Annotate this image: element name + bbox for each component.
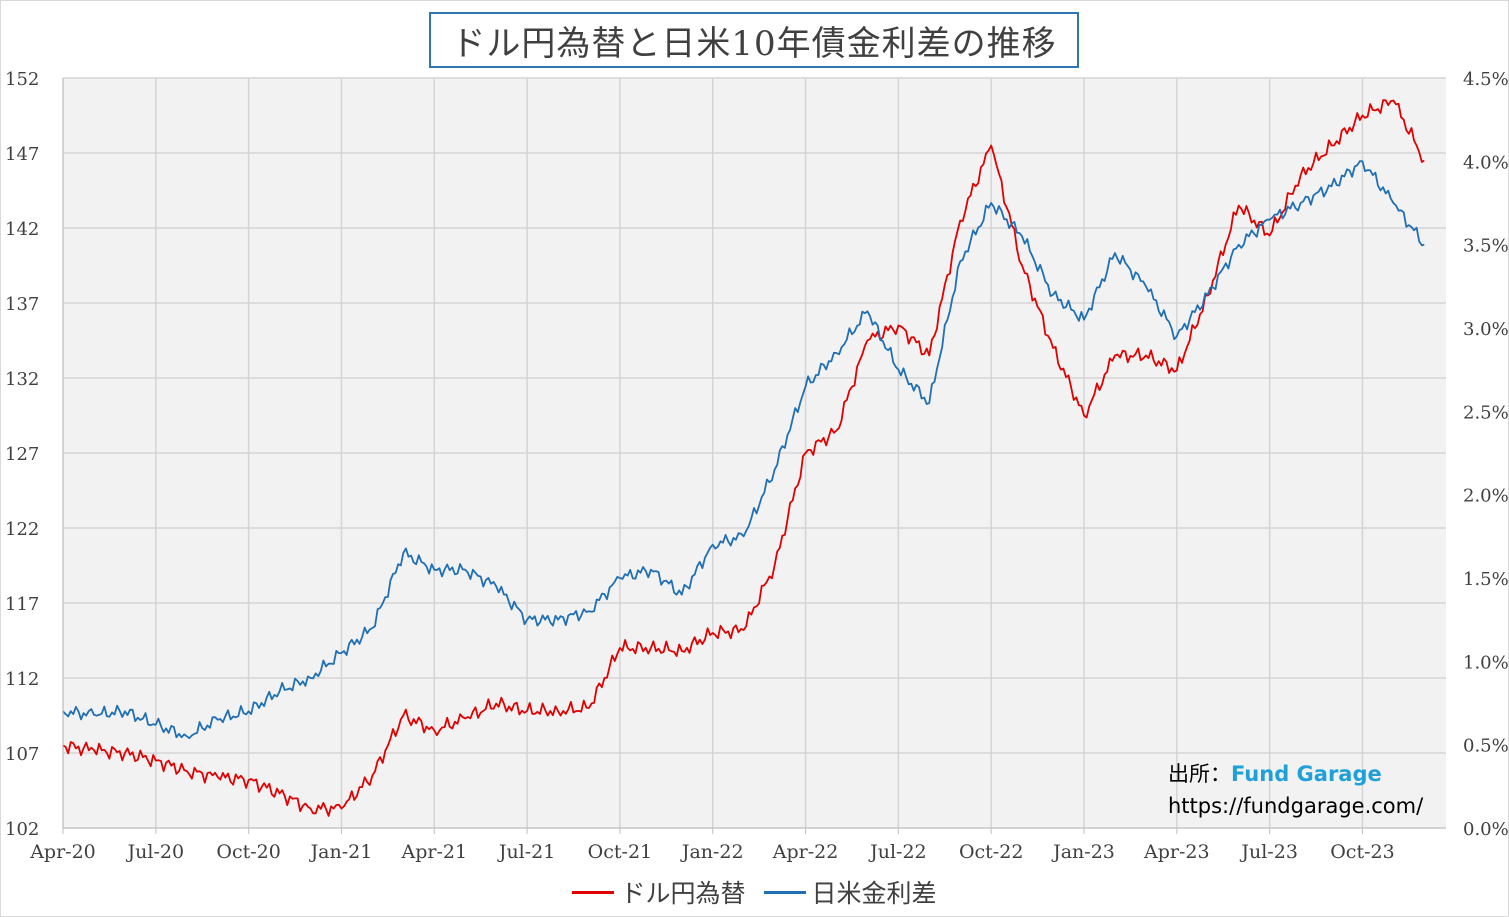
legend-label-rate-spread: 日米金利差 [811,879,937,908]
legend-item-usdjpy: ドル円為替 [572,874,746,910]
y-right-tick-label: 0.5% [1463,736,1509,757]
y-left-tick-label: 152 [5,69,39,90]
y-right-tick-label: 4.0% [1463,152,1509,173]
y-right-tick-label: 2.0% [1463,486,1509,507]
y-right-tick-label: 1.0% [1463,652,1509,673]
y-right-tick-label: 3.5% [1463,236,1509,257]
series-layer [62,99,1425,817]
y-left-tick-label: 122 [5,519,39,540]
source-note: 出所：Fund Garage https://fundgarage.com/ [1168,758,1458,822]
legend-swatch-red [572,890,615,894]
legend-item-rate-spread: 日米金利差 [763,874,937,910]
x-tick-label: Jan-23 [1051,841,1115,863]
y-left-tick-label: 107 [5,744,39,765]
x-tick-label: Apr-22 [772,841,839,863]
x-tick-label: Jan-22 [680,841,744,863]
x-tick-label: Apr-20 [29,841,96,863]
x-tick-label: Jul-22 [868,841,927,863]
source-url[interactable]: https://fundgarage.com/ [1168,794,1424,818]
left-axis: 102 107 112 117 122 127 132 137 142 147 152 [5,69,64,840]
x-tick-label: Oct-21 [588,841,652,863]
x-tick-label: Apr-21 [400,841,467,863]
x-tick-label: Oct-23 [1330,841,1394,863]
source-label: 出所： [1168,762,1231,786]
chart-title: ドル円為替と日米10年債金利差の推移 [429,12,1079,68]
y-right-tick-label: 3.0% [1463,319,1509,340]
x-tick-label: Jul-20 [126,841,185,863]
x-axis: Apr-20 Jul-20 Oct-20 Jan-21 Apr-21 Jul-21 Oct-… [29,827,1446,863]
legend: ドル円為替 日米金利差 [0,872,1509,912]
y-right-tick-label: 0.0% [1463,819,1509,840]
x-tick-label: Apr-23 [1143,841,1210,863]
x-tick-label: Jul-23 [1239,841,1298,863]
y-left-tick-label: 112 [5,669,39,690]
legend-swatch-blue [763,890,806,894]
x-tick-label: Oct-22 [959,841,1023,863]
x-tick-label: Oct-20 [216,841,280,863]
y-left-tick-label: 117 [5,594,39,615]
x-tick-label: Jan-21 [309,841,373,863]
x-tick-label: Jul-21 [497,841,556,863]
y-left-tick-label: 102 [5,819,39,840]
y-left-tick-label: 142 [5,219,39,240]
y-right-tick-label: 1.5% [1463,569,1509,590]
y-left-tick-label: 127 [5,444,39,465]
y-left-tick-label: 137 [5,294,39,315]
y-left-tick-label: 147 [5,144,39,165]
y-left-tick-label: 132 [5,369,39,390]
right-axis: 0.0% 0.5% 1.0% 1.5% 2.0% 2.5% 3.0% 3.5% 4.0% 4.5% [1463,69,1509,840]
y-right-tick-label: 2.5% [1463,402,1509,423]
source-name: Fund Garage [1231,762,1382,786]
y-right-tick-label: 4.5% [1463,69,1509,90]
legend-label-usdjpy: ドル円為替 [620,879,746,908]
